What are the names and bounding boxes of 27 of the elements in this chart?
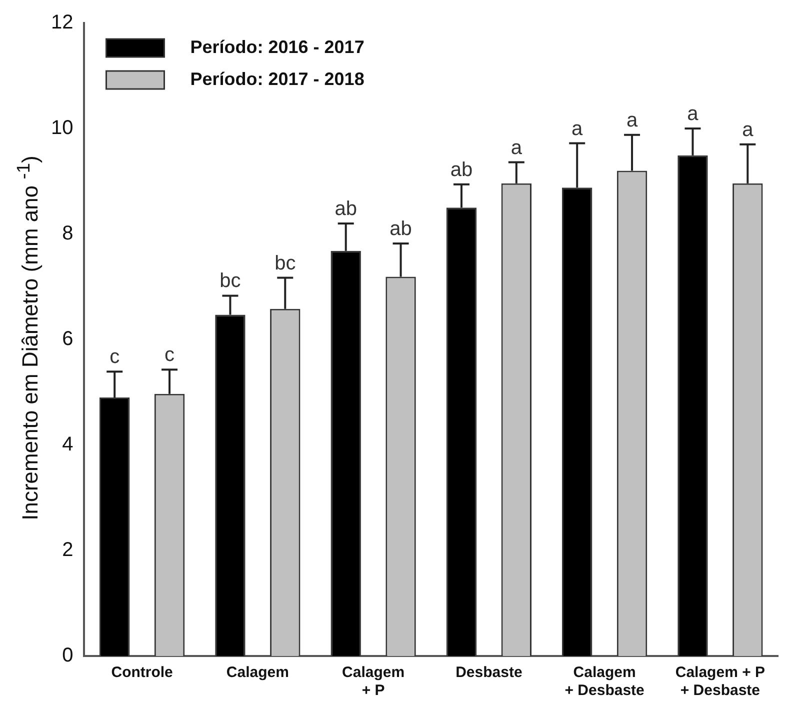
legend-label: Período: 2016 - 2017 <box>190 36 364 57</box>
data-label: c <box>164 344 175 366</box>
x-tick-label: Calagem <box>226 664 289 682</box>
data-label: c <box>110 346 120 368</box>
x-tick-label: Calagem + P + Desbaste <box>675 664 766 700</box>
legend-label: Período: 2017 - 2018 <box>190 68 364 89</box>
data-label: bc <box>274 252 296 274</box>
x-tick-label: Calagem + Desbaste <box>564 664 644 700</box>
y-tick-label: 10 <box>50 117 74 140</box>
x-tick-label: Desbaste <box>456 664 522 682</box>
y-tick-label: 12 <box>50 12 74 34</box>
y-tick-label: 0 <box>62 644 74 667</box>
data-label: ab <box>390 218 412 240</box>
data-label: ab <box>334 198 357 220</box>
data-label: a <box>742 118 754 141</box>
data-label: bc <box>220 270 241 292</box>
data-label: a <box>572 118 584 140</box>
y-tick-label: 2 <box>62 539 74 562</box>
x-tick-label: Calagem + P <box>342 664 405 700</box>
data-label: a <box>626 109 638 132</box>
data-label: a <box>687 103 700 126</box>
y-tick-label: 6 <box>62 328 74 350</box>
data-label: a <box>510 136 523 159</box>
y-tick-label: 8 <box>62 222 74 245</box>
data-label: ab <box>450 158 473 181</box>
y-tick-label: 4 <box>62 434 74 456</box>
x-tick-label: Controle <box>111 664 173 682</box>
